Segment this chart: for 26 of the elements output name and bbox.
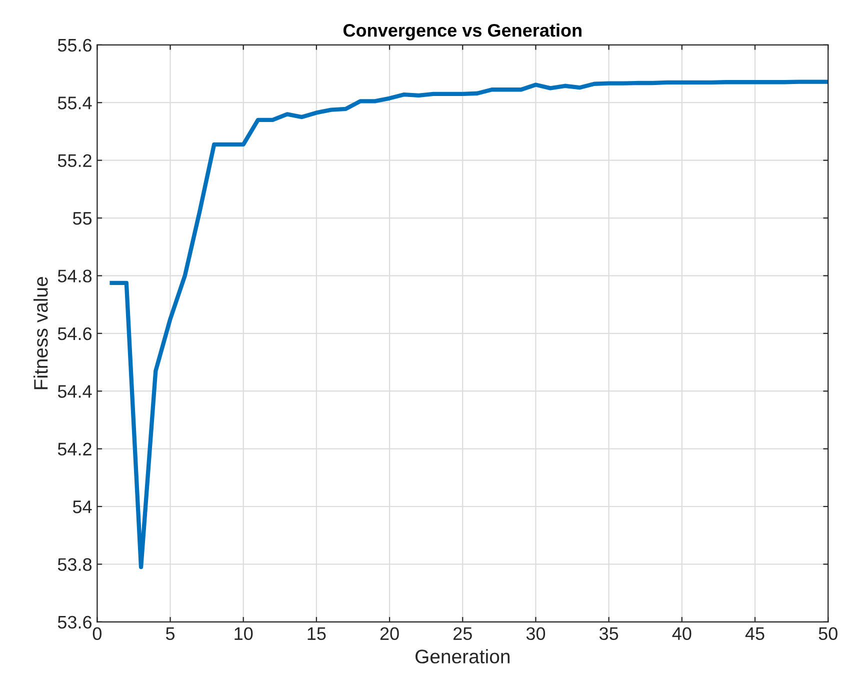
x-tick-label: 25	[454, 627, 472, 640]
x-tick-label: 40	[672, 627, 692, 640]
x-tick-label: 30	[526, 627, 546, 640]
y-tick-label: 54.8	[58, 270, 92, 282]
y-axis-title: Fitness value	[33, 276, 48, 390]
y-tick-label: 54.6	[58, 327, 92, 340]
y-tick-label: 55.6	[58, 38, 92, 52]
y-tick-label: 54	[72, 500, 92, 514]
x-axis-title: Generation	[416, 649, 510, 664]
y-tick-label: 54.2	[58, 442, 92, 456]
x-tick-label: 45	[745, 627, 764, 640]
line-series	[110, 80, 828, 570]
x-tick-label: 50	[818, 627, 838, 640]
x-tick-label: 10	[234, 627, 253, 640]
x-tick-label: 15	[308, 627, 326, 640]
chart-title: Convergence vs Generation	[343, 23, 582, 40]
x-tick-label: 0	[92, 627, 102, 640]
y-tick-label: 55	[72, 212, 92, 225]
y-tick-label: 54.4	[58, 385, 92, 398]
x-tick-label: 35	[599, 627, 618, 640]
x-tick-label: 5	[166, 627, 175, 640]
y-tick-label: 55.4	[58, 96, 92, 110]
y-tick-label: 53.8	[58, 558, 92, 571]
y-tick-label: 55.2	[58, 154, 92, 168]
x-tick-label: 20	[380, 627, 399, 640]
y-tick-label: 53.6	[58, 616, 92, 629]
